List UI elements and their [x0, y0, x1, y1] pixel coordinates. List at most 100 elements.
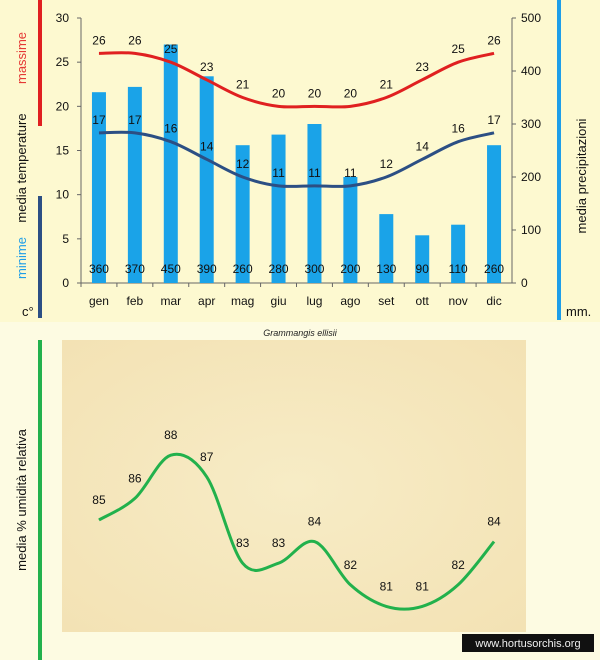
precipitation-bar [199, 76, 214, 283]
x-tick-label: dic [486, 294, 501, 308]
precipitation-bar [307, 124, 322, 283]
humidity-label: 83 [272, 536, 286, 550]
massime-label: 23 [416, 60, 430, 74]
precipitation-bar [127, 86, 142, 284]
right-tick-label: 400 [521, 64, 541, 78]
massime-label: 21 [380, 78, 394, 92]
watermark: www.hortusorchis.org [474, 638, 580, 650]
humidity-label: 88 [164, 428, 178, 442]
massime-label: 23 [200, 60, 214, 74]
right-axis-unit: mm. [566, 304, 591, 319]
watermark-bg [462, 634, 594, 652]
precipitation-bar [163, 44, 178, 283]
x-tick-label: mag [231, 294, 254, 308]
precipitation-bar [271, 134, 286, 283]
humidity-panel-bg [62, 340, 526, 632]
x-tick-label: apr [198, 294, 215, 308]
precipitation-label: 390 [197, 262, 217, 276]
minime-label: 17 [92, 113, 106, 127]
minime-label: 11 [272, 166, 285, 180]
massime-label: 26 [92, 33, 106, 47]
minime-label: 14 [200, 139, 214, 153]
precipitation-bar [379, 214, 394, 283]
left-axis-title-main: media temperature [14, 113, 29, 222]
massime-label: 25 [164, 42, 178, 56]
massime-label: 20 [344, 86, 358, 100]
precipitation-bar [343, 177, 358, 283]
x-tick-label: ott [416, 294, 430, 308]
right-tick-label: 300 [521, 117, 541, 131]
humidity-label: 84 [487, 515, 501, 529]
minime-label: 14 [416, 139, 430, 153]
minime-label: 16 [451, 122, 465, 136]
left-tick-label: 20 [56, 99, 70, 113]
humidity-axis-title: media % umidità relativa [14, 428, 29, 570]
right-tick-label: 500 [521, 11, 541, 25]
precipitation-label: 360 [89, 262, 109, 276]
massime-label: 20 [308, 86, 322, 100]
left-tick-label: 25 [56, 55, 70, 69]
massime-label: 20 [272, 86, 286, 100]
x-tick-label: mar [160, 294, 181, 308]
minime-label: 11 [344, 166, 357, 180]
x-tick-label: gen [89, 294, 109, 308]
minime-label: 17 [487, 113, 501, 127]
right-tick-label: 100 [521, 223, 541, 237]
minime-line [98, 130, 495, 188]
precipitation-label: 110 [449, 262, 468, 276]
humidity-label: 85 [92, 493, 106, 507]
chart-title: Grammangis ellisii [263, 328, 338, 338]
left-tick-label: 15 [56, 144, 70, 158]
minime-label: 17 [128, 113, 142, 127]
left-tick-label: 0 [62, 276, 69, 290]
precipitation-label: 200 [340, 262, 360, 276]
minime-label: 12 [380, 157, 394, 171]
precipitation-label: 260 [233, 262, 253, 276]
humidity-line [98, 452, 496, 611]
precipitation-label: 450 [161, 262, 181, 276]
left-tick-label: 30 [56, 11, 70, 25]
humidity-label: 81 [416, 579, 430, 593]
precipitation-label: 260 [484, 262, 504, 276]
x-tick-label: lug [306, 294, 322, 308]
precipitation-label: 130 [376, 262, 396, 276]
left-tick-label: 5 [62, 232, 69, 246]
right-tick-label: 0 [521, 276, 528, 290]
precipitation-label: 300 [304, 262, 324, 276]
precipitation-bar [487, 145, 502, 283]
x-tick-label: set [378, 294, 395, 308]
humidity-label: 81 [380, 579, 394, 593]
precipitation-bar [415, 235, 430, 283]
massime-label: 26 [487, 33, 501, 47]
minime-label: 11 [308, 166, 321, 180]
left-axis-title-minime: minime [14, 237, 29, 279]
minime-label: 16 [164, 122, 178, 136]
humidity-label: 82 [344, 558, 358, 572]
massime-label: 25 [451, 42, 465, 56]
massime-label: 26 [128, 33, 142, 47]
minime-label: 12 [236, 157, 250, 171]
left-axis-title-massime: massime [14, 32, 29, 84]
humidity-label: 86 [128, 471, 142, 485]
left-axis-title: media temperature [14, 113, 29, 222]
humidity-label: 83 [236, 536, 250, 550]
humidity-label: 87 [200, 450, 214, 464]
precipitation-label: 90 [416, 262, 430, 276]
x-tick-label: ago [340, 294, 360, 308]
right-tick-label: 200 [521, 170, 541, 184]
humidity-label: 84 [308, 515, 322, 529]
x-tick-label: feb [127, 294, 144, 308]
massime-line [98, 51, 495, 109]
precipitation-bar [451, 224, 466, 283]
precipitation-bar [91, 92, 106, 283]
left-axis-unit: c° [22, 304, 34, 319]
massime-label: 21 [236, 78, 250, 92]
x-tick-label: giu [271, 294, 287, 308]
precipitation-label: 280 [269, 262, 289, 276]
precipitation-label: 370 [125, 262, 145, 276]
right-axis-title: media precipitazioni [574, 118, 589, 233]
humidity-chart: 85 86 88 87 83 83 84 82 81 81 82 84 [92, 428, 501, 611]
